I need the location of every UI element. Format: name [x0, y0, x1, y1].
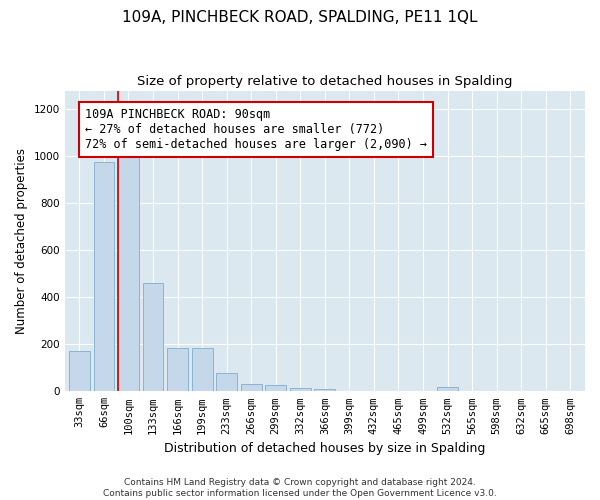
Bar — [191, 348, 212, 392]
Bar — [167, 348, 188, 392]
Bar — [290, 388, 311, 392]
Bar — [69, 352, 90, 392]
Bar — [314, 389, 335, 392]
Text: Contains HM Land Registry data © Crown copyright and database right 2024.
Contai: Contains HM Land Registry data © Crown c… — [103, 478, 497, 498]
Bar — [241, 384, 262, 392]
Text: 109A PINCHBECK ROAD: 90sqm
← 27% of detached houses are smaller (772)
72% of sem: 109A PINCHBECK ROAD: 90sqm ← 27% of deta… — [85, 108, 427, 151]
Bar — [265, 386, 286, 392]
Bar — [437, 387, 458, 392]
Text: 109A, PINCHBECK ROAD, SPALDING, PE11 1QL: 109A, PINCHBECK ROAD, SPALDING, PE11 1QL — [122, 10, 478, 25]
Title: Size of property relative to detached houses in Spalding: Size of property relative to detached ho… — [137, 75, 512, 88]
Y-axis label: Number of detached properties: Number of detached properties — [15, 148, 28, 334]
Bar — [143, 283, 163, 392]
X-axis label: Distribution of detached houses by size in Spalding: Distribution of detached houses by size … — [164, 442, 485, 455]
Bar — [94, 162, 115, 392]
Bar — [118, 156, 139, 392]
Bar — [216, 372, 237, 392]
